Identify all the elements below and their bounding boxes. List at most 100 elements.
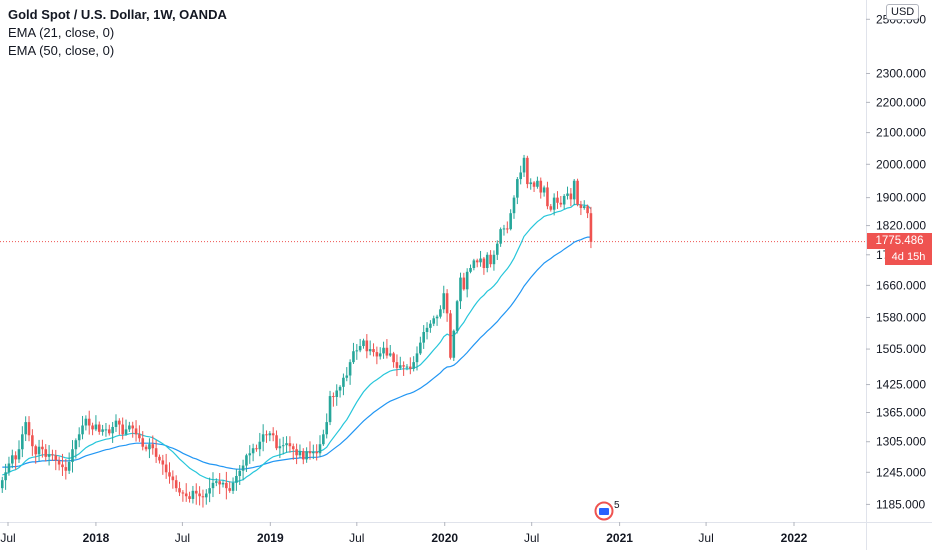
candle[interactable] bbox=[479, 250, 482, 267]
candle[interactable] bbox=[425, 322, 429, 340]
candle[interactable] bbox=[84, 415, 88, 431]
candle[interactable] bbox=[4, 463, 7, 490]
candle[interactable] bbox=[154, 440, 158, 463]
candle[interactable] bbox=[395, 354, 399, 377]
candle[interactable] bbox=[328, 390, 332, 426]
candle[interactable] bbox=[348, 359, 352, 385]
candle[interactable] bbox=[355, 344, 359, 360]
candle[interactable] bbox=[305, 447, 308, 463]
candle[interactable] bbox=[131, 421, 135, 438]
candle[interactable] bbox=[392, 351, 395, 368]
candle[interactable] bbox=[318, 435, 322, 457]
candle[interactable] bbox=[542, 185, 546, 197]
events-layer[interactable]: 5 bbox=[594, 500, 621, 521]
candle[interactable] bbox=[34, 444, 38, 464]
x-axis[interactable]: Jul 2018 Jul 2019 Jul 2020 Jul 2021 Jul 2022 bbox=[0, 522, 808, 545]
candle[interactable] bbox=[422, 325, 425, 349]
candle[interactable] bbox=[235, 468, 238, 491]
candle[interactable] bbox=[338, 385, 342, 398]
candle[interactable] bbox=[148, 438, 151, 459]
candle[interactable] bbox=[385, 339, 389, 359]
candle[interactable] bbox=[71, 440, 74, 473]
candle[interactable] bbox=[589, 206, 593, 249]
candle[interactable] bbox=[298, 444, 302, 459]
candle[interactable] bbox=[194, 483, 198, 505]
candle[interactable] bbox=[489, 250, 492, 268]
candle[interactable] bbox=[174, 475, 178, 492]
candle[interactable] bbox=[465, 268, 469, 298]
candle[interactable] bbox=[368, 340, 372, 356]
candle[interactable] bbox=[345, 367, 349, 382]
candle[interactable] bbox=[462, 272, 466, 291]
candle[interactable] bbox=[342, 373, 345, 396]
candle[interactable] bbox=[485, 252, 489, 273]
candle[interactable] bbox=[281, 436, 285, 455]
candle[interactable] bbox=[67, 452, 71, 474]
candle[interactable] bbox=[41, 439, 44, 458]
candle[interactable] bbox=[208, 477, 211, 503]
ema21-line[interactable] bbox=[2, 203, 592, 483]
candle[interactable] bbox=[268, 431, 272, 442]
candle[interactable] bbox=[241, 459, 245, 481]
candle[interactable] bbox=[204, 489, 208, 505]
candle[interactable] bbox=[104, 422, 108, 437]
candle[interactable] bbox=[459, 272, 462, 310]
candle[interactable] bbox=[178, 481, 181, 497]
candle[interactable] bbox=[134, 420, 138, 442]
candle[interactable] bbox=[265, 430, 268, 443]
candle[interactable] bbox=[57, 456, 61, 471]
candle[interactable] bbox=[11, 449, 14, 469]
candle[interactable] bbox=[332, 392, 335, 407]
currency-badge[interactable]: USD bbox=[886, 4, 920, 20]
candle[interactable] bbox=[572, 178, 576, 206]
candle[interactable] bbox=[275, 430, 278, 451]
candle[interactable] bbox=[291, 443, 295, 460]
candle[interactable] bbox=[24, 416, 27, 442]
candle[interactable] bbox=[188, 491, 191, 503]
candle[interactable] bbox=[138, 425, 141, 442]
candle[interactable] bbox=[54, 449, 58, 471]
candle[interactable] bbox=[365, 334, 369, 359]
candle[interactable] bbox=[231, 477, 235, 494]
candle[interactable] bbox=[472, 258, 476, 271]
candle[interactable] bbox=[499, 227, 502, 247]
candle[interactable] bbox=[352, 342, 355, 364]
candle[interactable] bbox=[372, 343, 375, 357]
candle[interactable] bbox=[111, 421, 114, 443]
candle[interactable] bbox=[378, 347, 382, 360]
candle[interactable] bbox=[482, 256, 486, 275]
candle[interactable] bbox=[251, 443, 255, 462]
candle[interactable] bbox=[455, 299, 459, 334]
candle[interactable] bbox=[7, 456, 11, 476]
candle[interactable] bbox=[566, 186, 569, 200]
candle[interactable] bbox=[44, 444, 48, 462]
candle[interactable] bbox=[516, 177, 519, 205]
candle[interactable] bbox=[526, 155, 529, 189]
candle[interactable] bbox=[114, 414, 118, 432]
candle[interactable] bbox=[14, 451, 17, 470]
candle[interactable] bbox=[519, 165, 522, 185]
candle[interactable] bbox=[375, 346, 379, 365]
candle[interactable] bbox=[382, 341, 385, 359]
candle[interactable] bbox=[506, 221, 509, 234]
candle[interactable] bbox=[21, 426, 24, 458]
candle[interactable] bbox=[442, 285, 446, 314]
candle[interactable] bbox=[94, 415, 98, 432]
candle[interactable] bbox=[91, 422, 94, 436]
candle[interactable] bbox=[285, 436, 288, 453]
candle[interactable] bbox=[64, 458, 68, 480]
candle[interactable] bbox=[61, 453, 64, 476]
candle[interactable] bbox=[325, 413, 329, 439]
candle[interactable] bbox=[492, 250, 496, 271]
candle[interactable] bbox=[582, 200, 586, 210]
candle[interactable] bbox=[248, 445, 252, 464]
candle[interactable] bbox=[77, 427, 81, 448]
candle[interactable] bbox=[164, 453, 168, 479]
candle[interactable] bbox=[144, 444, 148, 452]
candle[interactable] bbox=[161, 454, 165, 475]
candle[interactable] bbox=[215, 478, 218, 487]
candle[interactable] bbox=[198, 486, 201, 506]
candle[interactable] bbox=[118, 418, 121, 435]
candle[interactable] bbox=[261, 424, 265, 452]
candle[interactable] bbox=[549, 204, 553, 212]
